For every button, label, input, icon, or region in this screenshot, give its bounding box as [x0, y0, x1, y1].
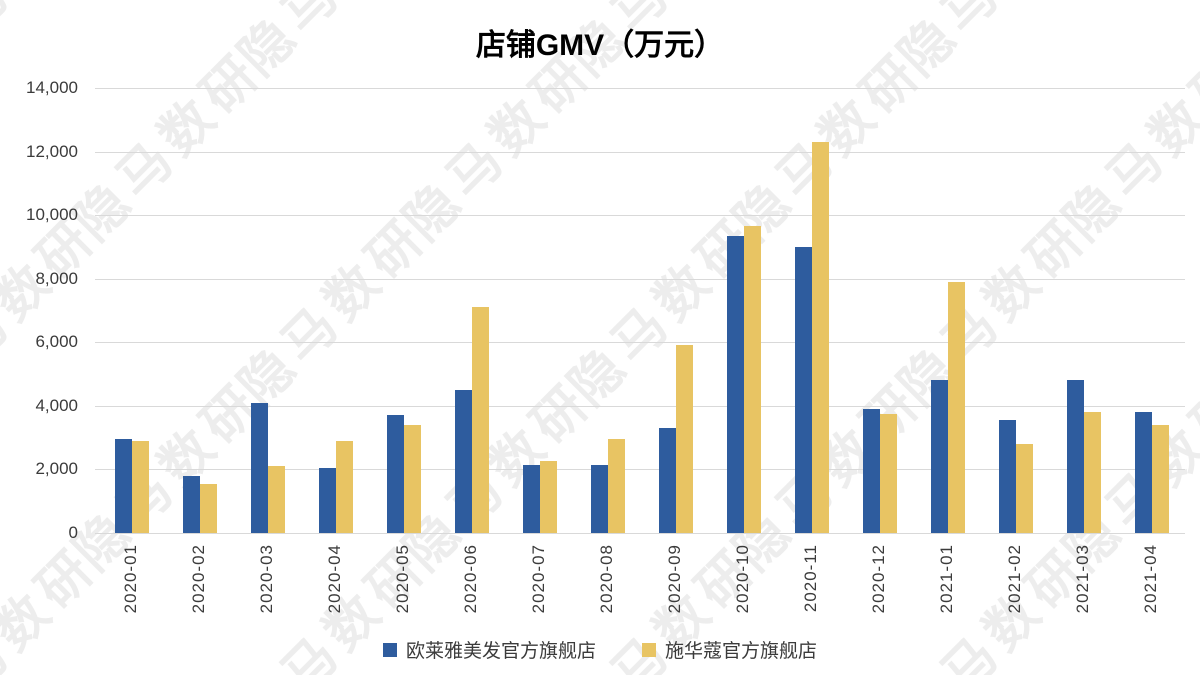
x-axis-category-label: 2020-03 [257, 544, 276, 614]
bar-2020-09-series-0 [659, 428, 676, 533]
bar-2020-05-series-0 [387, 415, 404, 533]
bar-group-2020-07 [523, 88, 557, 533]
bar-group-2020-08 [591, 88, 625, 533]
bar-group-2020-10 [727, 88, 761, 533]
bar-group-2021-02 [999, 88, 1033, 533]
bar-2021-02-series-0 [999, 420, 1016, 533]
bar-2020-01-series-1 [132, 440, 149, 533]
bar-2020-04-series-1 [336, 440, 353, 533]
bar-2021-04-series-0 [1135, 412, 1152, 533]
x-axis-category-label: 2020-06 [461, 544, 480, 614]
gridline-12,000 [95, 151, 1185, 153]
bar-group-2020-02 [183, 88, 217, 533]
x-axis-category-label: 2020-08 [597, 544, 616, 614]
x-axis-category-label: 2020-01 [121, 544, 140, 614]
x-axis-category-label: 2021-04 [1141, 544, 1160, 614]
bar-2020-04-series-0 [319, 467, 336, 533]
x-axis-category-label: 2020-12 [869, 544, 888, 614]
gridline-4,000 [95, 405, 1185, 407]
bar-group-2020-12 [863, 88, 897, 533]
gridline-2,000 [95, 469, 1185, 471]
legend-item-0: 欧莱雅美发官方旗舰店 [382, 636, 596, 663]
bar-2020-02-series-0 [183, 475, 200, 533]
bar-2020-01-series-0 [115, 439, 132, 533]
bar-2020-07-series-0 [523, 464, 540, 533]
x-axis-category-label: 2021-03 [1073, 544, 1092, 614]
gridline-0 [95, 533, 1185, 534]
bar-2020-05-series-1 [404, 424, 421, 533]
x-axis-category-label: 2020-04 [325, 544, 344, 614]
x-axis-category-label: 2020-10 [733, 544, 752, 614]
gridline-6,000 [95, 342, 1185, 344]
chart-title: 店铺GMV（万元） [475, 29, 725, 62]
x-axis-category-label: 2021-02 [1005, 544, 1024, 614]
bar-group-2021-04 [1135, 88, 1169, 533]
bar-group-2021-01 [931, 88, 965, 533]
y-axis-tick-label: 8,000 [35, 268, 78, 288]
legend-color-swatch [642, 642, 656, 657]
bar-2020-06-series-0 [455, 389, 472, 533]
bar-2021-02-series-1 [1016, 444, 1033, 533]
gridline-8,000 [95, 278, 1185, 280]
bar-2020-12-series-0 [863, 409, 880, 533]
gridline-10,000 [95, 215, 1185, 217]
bar-2020-10-series-1 [744, 226, 761, 533]
x-axis-category-label: 2020-11 [801, 544, 820, 613]
bar-group-2020-04 [319, 88, 353, 533]
bar-2020-11-series-0 [795, 246, 812, 533]
bar-group-2020-11 [795, 88, 829, 533]
bar-2020-02-series-1 [200, 483, 217, 533]
bar-2020-03-series-0 [251, 402, 268, 533]
bar-group-2020-03 [251, 88, 285, 533]
bar-2020-09-series-1 [676, 345, 693, 533]
bar-group-2020-06 [455, 88, 489, 533]
bar-2021-01-series-0 [931, 380, 948, 533]
x-axis-category-label: 2020-05 [393, 544, 412, 614]
bar-2021-03-series-1 [1084, 412, 1101, 533]
x-axis-category-label: 2020-07 [529, 544, 548, 614]
bar-group-2021-03 [1067, 88, 1101, 533]
plot-area: 0 2,000 4,000 6,000 8,000 10,000 12,000 14,000 … [26, 78, 1185, 613]
bar-group-2020-05 [387, 88, 421, 533]
bar-2020-08-series-0 [591, 464, 608, 533]
y-axis-tick-label: 12,000 [26, 141, 78, 161]
bar-2020-12-series-1 [880, 413, 897, 533]
legend-item-1: 施华蔻官方旗舰店 [642, 636, 817, 663]
bar-2021-03-series-0 [1067, 380, 1084, 533]
bar-group-2020-09 [659, 88, 693, 533]
y-axis-tick-label: 4,000 [35, 395, 78, 415]
y-axis-tick-label: 6,000 [35, 332, 78, 352]
bar-2021-04-series-1 [1152, 424, 1169, 533]
x-axis-category-label: 2020-02 [189, 544, 208, 614]
bar-2020-07-series-1 [540, 461, 557, 533]
bar-2020-08-series-1 [608, 439, 625, 533]
y-axis-tick-label: 14,000 [26, 78, 78, 97]
y-axis-tick-label: 0 [68, 523, 78, 542]
y-axis-tick-label: 10,000 [26, 205, 78, 225]
gridline-14,000 [95, 88, 1185, 89]
x-axis-category-label: 2021-01 [937, 544, 956, 614]
legend: 欧莱雅美发官方旗舰店 施华蔻官方旗舰店 [0, 636, 1200, 663]
bar-group-2020-01 [115, 88, 149, 533]
bar-2020-10-series-0 [727, 235, 744, 533]
bar-2020-06-series-1 [472, 307, 489, 533]
bar-2020-11-series-1 [812, 142, 829, 533]
legend-color-swatch [382, 642, 397, 657]
bar-2021-01-series-1 [948, 281, 965, 533]
x-axis-category-label: 2020-09 [665, 544, 684, 614]
y-axis-tick-label: 2,000 [35, 459, 78, 479]
bar-2020-03-series-1 [268, 466, 285, 533]
legend-label: 欧莱雅美发官方旗舰店 [405, 641, 596, 662]
legend-label: 施华蔻官方旗舰店 [665, 641, 818, 662]
